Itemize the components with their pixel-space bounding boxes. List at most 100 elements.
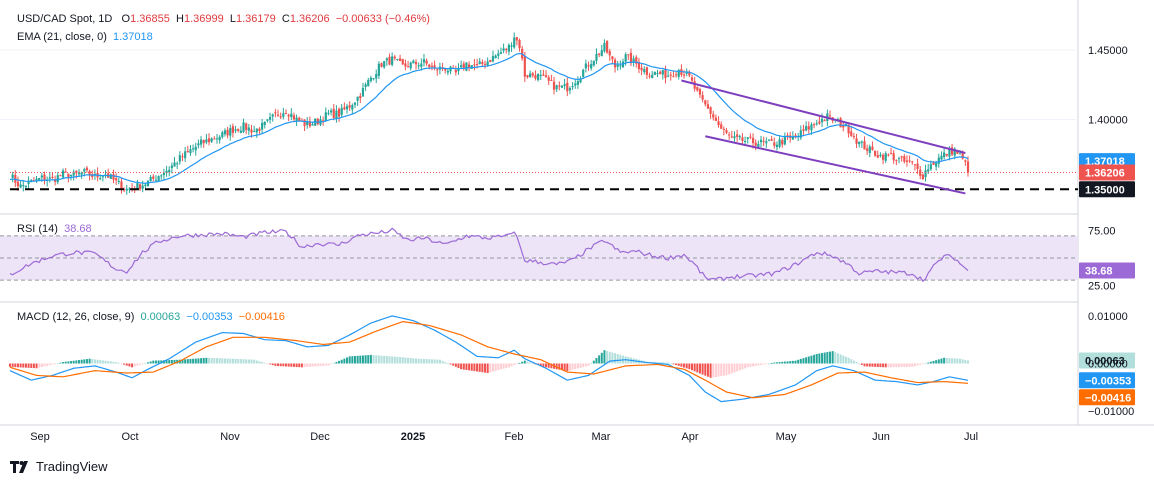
macd-histogram-bar: [237, 358, 240, 364]
candle: [592, 60, 595, 66]
macd-histogram-bar: [656, 362, 659, 364]
macd-histogram-bar: [46, 363, 49, 366]
macd-histogram-bar: [239, 359, 242, 364]
macd-histogram-bar: [85, 359, 88, 364]
macd-histogram-bar: [478, 363, 481, 372]
candle: [887, 154, 890, 156]
macd-histogram-bar: [606, 350, 609, 364]
candle: [292, 115, 296, 120]
macd-legend[interactable]: MACD (12, 26, close, 9) 0.00063 −0.00353…: [17, 311, 285, 323]
macd-histogram-bar: [555, 363, 558, 370]
candle: [964, 160, 967, 162]
candle: [494, 55, 497, 59]
tradingview-logo[interactable]: TradingView: [10, 459, 108, 474]
macd-histogram-bar: [701, 363, 704, 375]
macd-histogram-bar: [223, 358, 226, 364]
candle: [722, 128, 725, 130]
candle: [507, 44, 511, 52]
candle: [176, 163, 179, 165]
macd-histogram-bar: [104, 360, 107, 364]
macd-histogram-bar: [115, 362, 118, 364]
candle: [457, 67, 460, 72]
macd-histogram-bar: [871, 363, 874, 367]
macd-histogram-bar: [168, 360, 171, 364]
candle: [635, 57, 638, 64]
candle: [497, 53, 500, 56]
price-axis-tick: 1.40000: [1088, 115, 1128, 127]
signal-line: [9, 320, 969, 399]
candle: [874, 150, 877, 156]
candle: [656, 73, 659, 75]
macd-badge-label: 0.00063: [1085, 356, 1125, 368]
macd-histogram-bar: [157, 360, 160, 364]
rsi-legend[interactable]: RSI (14) 38.68: [17, 223, 92, 235]
candle: [412, 60, 415, 64]
macd-histogram-bar: [88, 358, 91, 364]
candle: [502, 48, 505, 51]
candle: [69, 174, 73, 177]
macd-histogram-bar: [173, 359, 176, 364]
macd-axis-tick: 0.01000: [1088, 311, 1128, 323]
macd-histogram-bar: [858, 363, 861, 365]
macd-histogram-bar: [35, 363, 38, 369]
macd-histogram-bar: [19, 363, 22, 368]
candle: [871, 146, 874, 150]
candle: [770, 139, 773, 141]
candle: [587, 65, 590, 67]
candle: [253, 131, 256, 133]
macd-histogram-bar: [210, 357, 213, 364]
ema-legend[interactable]: EMA (21, close, 0) 1.37018: [17, 31, 153, 43]
price-legend: USD/CAD Spot, 1D O1.36855 H1.36999 L1.36…: [17, 13, 430, 25]
macd-histogram-bar: [112, 361, 115, 364]
candle: [616, 64, 619, 67]
candle: [566, 82, 569, 92]
rsi-legend-label: RSI (14): [17, 223, 58, 235]
candle: [900, 156, 903, 158]
macd-histogram-bar: [823, 352, 826, 364]
candle: [414, 62, 418, 65]
candle: [48, 177, 51, 179]
candle: [192, 148, 195, 150]
candle: [879, 154, 882, 156]
candle: [526, 75, 529, 78]
macd-histogram-bar: [9, 363, 11, 367]
x-axis-label: Oct: [121, 431, 138, 443]
macd-histogram-bar: [757, 363, 760, 366]
candle: [778, 139, 781, 147]
macd-histogram-bar: [401, 357, 404, 364]
candle: [505, 49, 508, 51]
macd-histogram-bar: [287, 363, 290, 367]
candle: [101, 176, 104, 178]
candle: [706, 104, 710, 109]
macd-histogram-bar: [27, 363, 30, 368]
macd-histogram-bar: [611, 352, 614, 364]
candle: [279, 116, 282, 118]
macd-histogram-bar: [821, 353, 824, 364]
macd-histogram-bar: [696, 363, 699, 373]
candle: [754, 142, 757, 146]
price-badge: [1079, 164, 1135, 181]
candle: [276, 114, 280, 116]
candle: [725, 130, 728, 133]
macd-histogram-bar: [937, 359, 940, 364]
candle: [605, 41, 609, 53]
candle: [523, 56, 526, 77]
macd-histogram-bar: [380, 355, 383, 364]
symbol-title[interactable]: USD/CAD Spot, 1D: [17, 13, 113, 25]
macd-histogram-bar: [51, 363, 54, 365]
candle: [335, 110, 338, 119]
macd-histogram-bar: [579, 363, 582, 368]
candle: [682, 74, 686, 76]
candle: [536, 74, 540, 81]
macd-histogram-bar: [428, 359, 431, 364]
macd-histogram-bar: [868, 363, 871, 367]
candle: [271, 114, 274, 117]
close-value: 1.36206: [289, 13, 330, 25]
macd-histogram-bar: [449, 363, 452, 365]
macd-histogram-bar: [834, 352, 837, 364]
candle: [154, 179, 158, 181]
macd-histogram-bar: [799, 358, 802, 364]
candle: [950, 147, 954, 155]
candle: [529, 73, 532, 78]
